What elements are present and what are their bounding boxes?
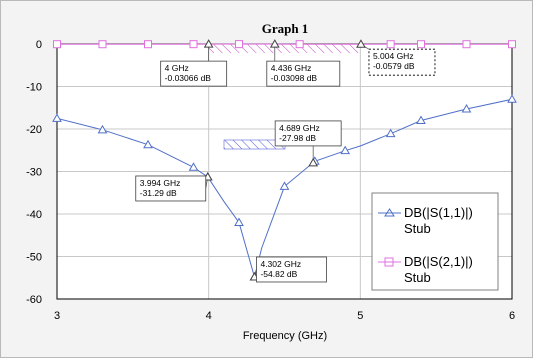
legend-s21-label: DB(|S(2,1)|) [404, 254, 473, 269]
marker-box [274, 120, 342, 147]
marker-freq-label: 4.689 GHz [279, 123, 320, 133]
x-tick-label: 4 [206, 310, 212, 322]
x-tick-label: 5 [357, 310, 363, 322]
s21-point [386, 40, 395, 49]
x-axis-label: Frequency (GHz) [243, 330, 327, 342]
y-tick-label: -10 [26, 82, 42, 94]
s21-point [462, 40, 471, 49]
s21-point [144, 40, 152, 49]
y-tick-label: -20 [26, 124, 42, 136]
marker-box [266, 60, 341, 87]
s11-point [188, 162, 199, 171]
marker-triangle-icon [308, 157, 319, 167]
s21-hatch-band [208, 44, 360, 53]
s11-point [52, 113, 62, 122]
marker-box [368, 48, 436, 76]
s11-point [507, 94, 517, 103]
legend: DB(|S(1,1)|) Stub DB(|S(2,1)|) Stub [371, 192, 499, 291]
s21-point [189, 40, 198, 49]
s11-point [234, 217, 244, 226]
marker-value-label: -0.03098 dB [271, 73, 318, 83]
y-tick-label: -30 [26, 167, 42, 179]
marker-triangle-icon [203, 39, 214, 48]
s21-point [235, 40, 243, 49]
marker-freq-label: 4.436 GHz [271, 63, 312, 73]
legend-box [371, 192, 499, 291]
marker-freq-label: 4.302 GHz [260, 259, 301, 269]
marker-value-label: -27.98 dB [279, 133, 316, 143]
y-tick-label: -60 [26, 294, 42, 306]
series-layer [52, 40, 517, 281]
s11-point [97, 124, 108, 134]
x-tick-labels: 3 4 5 6 [54, 310, 515, 322]
marker-value-label: -31.29 dB [140, 188, 177, 198]
s11-point [385, 128, 396, 138]
marker-box [135, 175, 207, 202]
s11-point [340, 145, 351, 155]
marker-freq-label: 4 GHz [165, 63, 189, 73]
legend-s11-label-line2: Stub [404, 221, 431, 236]
s11-point [143, 139, 153, 149]
s21-point [53, 40, 61, 49]
x-tick-label: 3 [54, 310, 60, 322]
marker-freq-label: 5.004 GHz [373, 51, 414, 61]
s11-point [279, 181, 290, 190]
marker-triangle-icon [356, 39, 366, 48]
marker-box [160, 60, 228, 87]
marker-value-label: -0.03066 dB [165, 73, 212, 83]
legend-s11-label: DB(|S(1,1)|) [404, 205, 473, 220]
y-tick-labels: 0 -10 -20 -30 -40 -50 -60 [26, 39, 42, 306]
legend-s11-triangle-icon [384, 208, 395, 217]
marker-value-label: -0.0579 dB [373, 61, 415, 71]
legend-s21-square-icon [384, 257, 394, 267]
legend-s21-label-line2: Stub [404, 270, 431, 285]
s21-point [417, 40, 425, 49]
marker-value-label: -54.82 dB [260, 269, 297, 279]
s21-point [508, 40, 516, 49]
s21-point [98, 40, 107, 49]
s21-point [295, 40, 304, 49]
chart-title: Graph 1 [262, 21, 309, 36]
y-tick-label: -40 [26, 209, 42, 221]
marker-freq-label: 3.994 GHz [140, 178, 181, 188]
y-tick-label: 0 [36, 39, 42, 51]
s11-line [57, 98, 512, 279]
s11-point [416, 115, 426, 124]
marker-triangle-icon [269, 39, 280, 48]
marker-box [256, 256, 327, 283]
x-tick-label: 6 [509, 310, 515, 322]
s11-point [461, 104, 472, 113]
marker-layer: 4 GHz-0.03066 dB 4.436 GHz-0.03098 dB 5.00… [135, 39, 436, 283]
y-tick-label: -50 [26, 252, 42, 264]
